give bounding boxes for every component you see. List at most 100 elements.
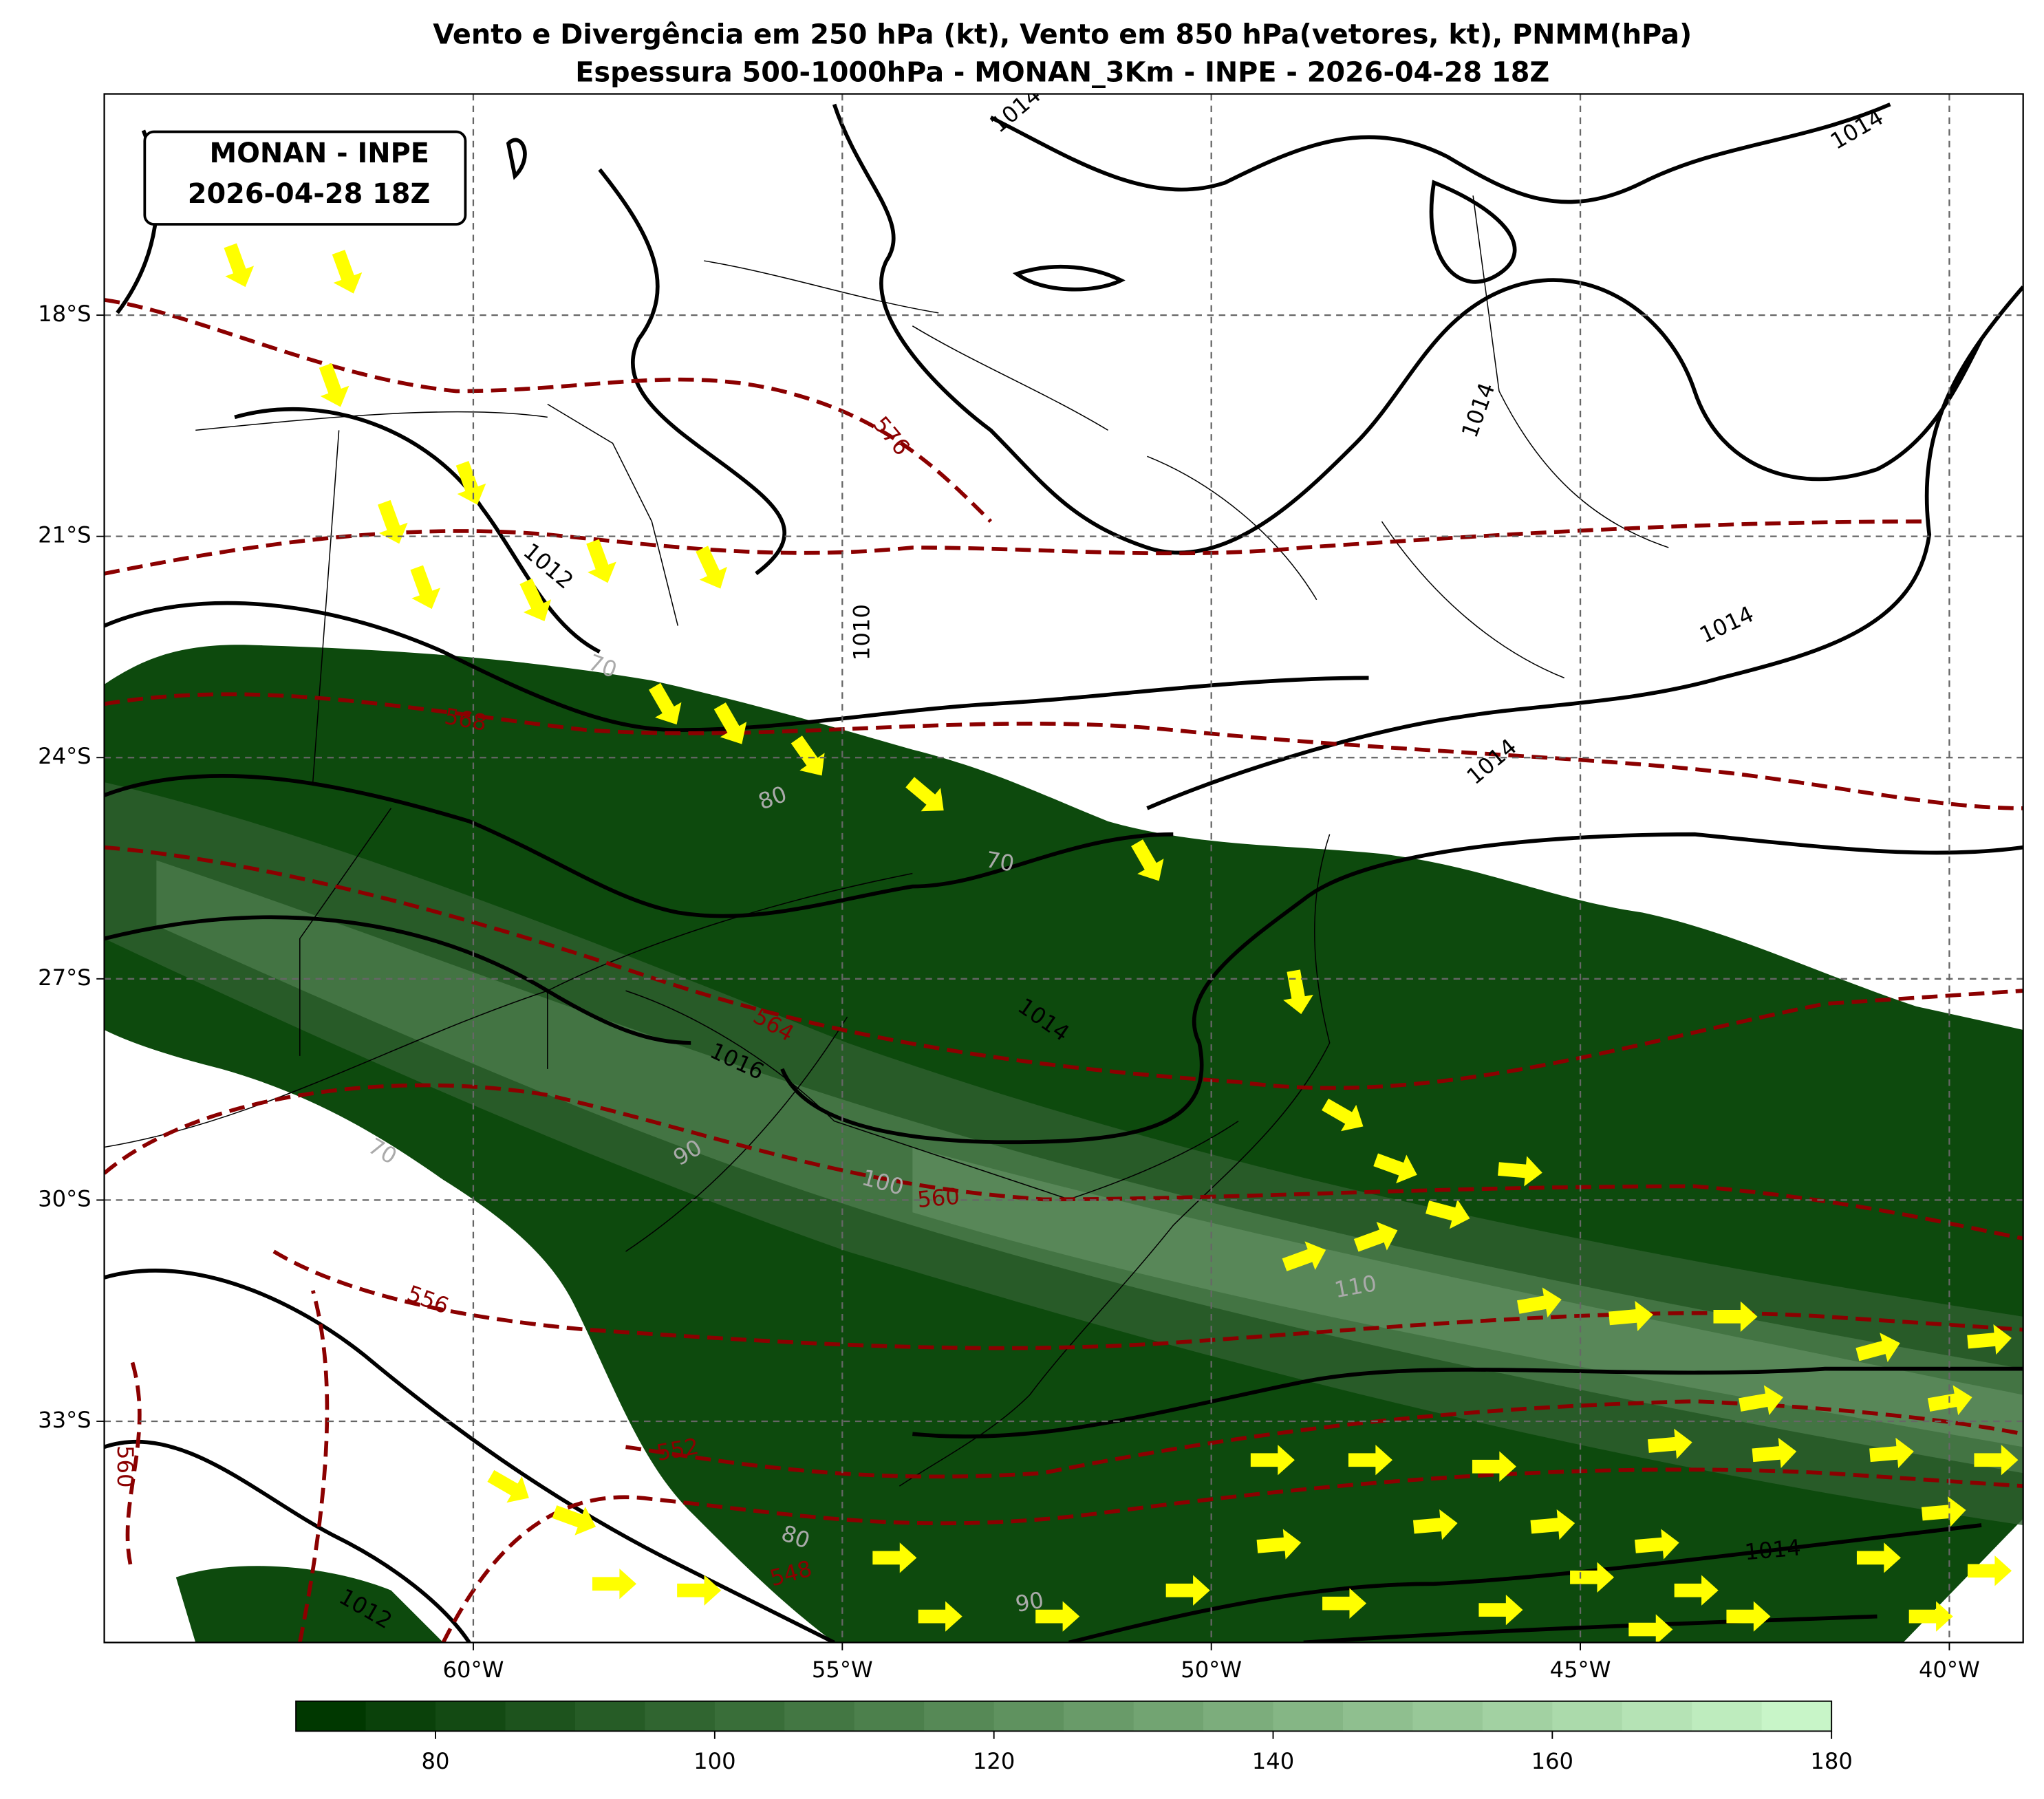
colorbar-tick-label: 180	[1810, 1748, 1852, 1774]
grid	[104, 94, 2023, 1643]
wind-vector	[1855, 1333, 1900, 1363]
colorbar-band	[714, 1701, 786, 1732]
contour-label: 1010	[848, 604, 874, 660]
wind-vector	[319, 363, 349, 407]
wind-vector	[487, 1469, 529, 1503]
x-tick-label: 45°W	[1550, 1657, 1611, 1683]
wind-vector	[1256, 1529, 1302, 1560]
wind-vector	[649, 682, 682, 725]
wind-vector	[1726, 1601, 1771, 1632]
colorbar-band	[1203, 1701, 1274, 1732]
wind-vector	[1739, 1385, 1783, 1416]
info-box-text: MONAN - INPE	[210, 138, 429, 169]
wind-vector	[905, 777, 944, 812]
wind-vector	[1921, 1496, 1966, 1527]
title-line: Espessura 500-1000hPa - MONAN_3Km - INPE…	[575, 57, 1549, 89]
y-tick-label: 27°S	[38, 965, 92, 991]
wind-vector	[1282, 1241, 1326, 1271]
wind-vector	[1752, 1437, 1797, 1469]
colorbar-band	[296, 1701, 367, 1732]
colorbar-band	[993, 1701, 1065, 1732]
info-box-text: 2026-04-28 18Z	[188, 178, 431, 210]
colorbar-band	[784, 1701, 855, 1732]
wind-vectors	[224, 243, 2019, 1643]
wind-vector	[224, 243, 255, 288]
colorbar-tick-label: 160	[1531, 1748, 1573, 1774]
colorbar-band	[505, 1701, 576, 1732]
wind-vector	[586, 539, 616, 583]
x-tick-label: 55°W	[812, 1657, 873, 1683]
wind-vector	[455, 461, 486, 505]
contour-label: 90	[1013, 1586, 1046, 1617]
colorbar-band	[1622, 1701, 1693, 1732]
wind-vector	[1974, 1445, 2019, 1476]
wind-vector	[1165, 1575, 1210, 1606]
colorbar-band	[1692, 1701, 1763, 1732]
wind-vector	[1498, 1156, 1542, 1187]
colorbar-band	[645, 1701, 716, 1732]
wind-vector	[1635, 1529, 1679, 1560]
wind-vector	[1322, 1098, 1364, 1132]
jet-area	[175, 1566, 444, 1643]
colorbar-tick-label: 80	[422, 1748, 450, 1774]
wind-vector	[410, 565, 441, 610]
wind-vector	[790, 735, 825, 776]
wind-vector	[696, 546, 727, 589]
colorbar-band	[1133, 1701, 1204, 1732]
colorbar-band	[924, 1701, 995, 1732]
wind-vector	[1908, 1601, 1953, 1632]
isobars	[104, 103, 2023, 1643]
wind-vector	[1648, 1428, 1692, 1459]
wind-vector	[918, 1601, 962, 1632]
wind-vector	[1967, 1555, 2012, 1586]
colorbar-frame	[295, 1700, 1833, 1732]
wind-vector	[1348, 1445, 1392, 1476]
colorbar-band	[1342, 1701, 1414, 1732]
wind-vector	[1609, 1300, 1653, 1332]
colorbar-band	[1552, 1701, 1623, 1732]
wind-vector	[378, 499, 408, 544]
wind-vector	[1131, 839, 1164, 881]
wind-vector	[1517, 1287, 1562, 1317]
wind-vector	[872, 1542, 917, 1573]
colorbar-band	[435, 1701, 506, 1732]
map-area: 1014 101410141014101410141014101210121010…	[104, 94, 2023, 1643]
thickness-lines	[104, 298, 2023, 1643]
colorbar-band	[1761, 1701, 1833, 1732]
colorbar-tick-label: 100	[693, 1748, 735, 1774]
wind-vector	[1472, 1451, 1516, 1482]
contour-label: 1014	[1743, 1534, 1802, 1565]
y-tick-label: 18°S	[38, 301, 92, 327]
borders	[104, 195, 1669, 1487]
info-box	[143, 130, 467, 226]
colorbar-band	[1064, 1701, 1134, 1732]
title-line: Vento e Divergência em 250 hPa (kt), Ven…	[433, 19, 1692, 51]
wind-vector	[1530, 1509, 1575, 1540]
wind-vector	[1250, 1445, 1295, 1476]
wind-vector	[1035, 1601, 1080, 1632]
colorbar-band	[1482, 1701, 1553, 1732]
colorbar: 80 100 120 140 160 180	[295, 1700, 1853, 1774]
map-frame	[103, 93, 2024, 1644]
x-tick-label: 50°W	[1181, 1657, 1242, 1683]
wind-vector	[1869, 1437, 1914, 1469]
colorbar-tick-label: 120	[973, 1748, 1015, 1774]
y-tick-label: 33°S	[38, 1407, 92, 1433]
y-tick-label: 30°S	[38, 1185, 92, 1211]
wind-vector	[1478, 1594, 1523, 1626]
colorbar-band	[1412, 1701, 1483, 1732]
wind-vector	[1713, 1301, 1758, 1332]
wind-vector	[1426, 1199, 1470, 1229]
wind-vector	[1322, 1588, 1367, 1619]
wind-vector	[1353, 1221, 1398, 1252]
wind-vector	[713, 702, 747, 744]
colorbar-tick-label: 140	[1252, 1748, 1294, 1774]
x-tick-label: 40°W	[1919, 1657, 1980, 1683]
colorbar-band	[574, 1701, 646, 1732]
wind-vector	[552, 1505, 596, 1536]
wind-vector	[332, 250, 363, 294]
colorbar-band	[1273, 1701, 1344, 1732]
wind-vector	[592, 1569, 637, 1599]
colorbar-band	[854, 1701, 925, 1732]
